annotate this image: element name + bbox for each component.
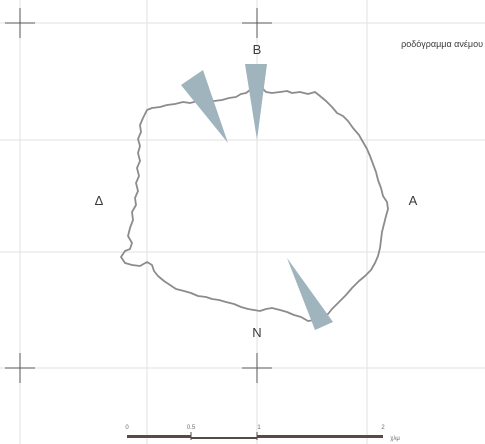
wedge-southeast bbox=[287, 258, 333, 330]
cross-top-right bbox=[242, 8, 272, 38]
diagram-title: ροδόγραμμα ανέμου bbox=[401, 39, 483, 49]
wedge-north bbox=[245, 64, 267, 140]
cross-bottom-right bbox=[242, 353, 272, 383]
scale-tick-1: 1 bbox=[257, 425, 261, 431]
scale-segment-0.5-1 bbox=[191, 437, 257, 439]
cross-top-left bbox=[5, 8, 35, 38]
compass-south-label: Ν bbox=[252, 325, 261, 340]
scale-tick-2: 2 bbox=[381, 425, 385, 431]
wedge-north-northwest bbox=[181, 70, 228, 143]
scale-unit: χλμ bbox=[390, 436, 400, 442]
compass-east-label: Α bbox=[409, 193, 418, 208]
island-outline bbox=[120, 84, 389, 322]
compass-west-label: Δ bbox=[95, 193, 104, 208]
scale-tick-0.5: 0.5 bbox=[187, 425, 196, 431]
scale-bar: 0 0.5 1 2 χλμ bbox=[125, 425, 400, 442]
scale-segment-1-2 bbox=[257, 435, 383, 438]
cross-bottom-left bbox=[5, 353, 35, 383]
compass-north-label: Β bbox=[253, 42, 262, 57]
scale-tick-0: 0 bbox=[125, 425, 129, 431]
scale-segment-0-0.5 bbox=[127, 435, 191, 438]
wind-wedges bbox=[181, 64, 333, 330]
registration-crosses bbox=[5, 8, 272, 383]
